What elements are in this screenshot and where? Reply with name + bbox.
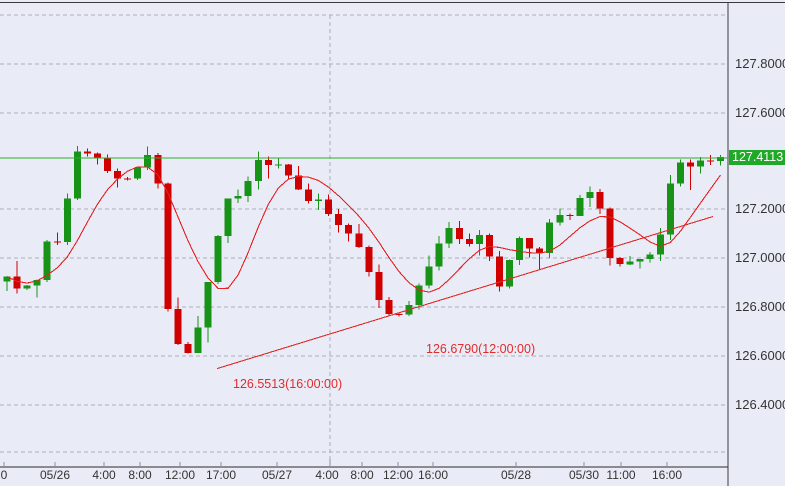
- svg-text:127.6000: 127.6000: [735, 105, 785, 120]
- svg-text:05/26: 05/26: [40, 468, 70, 482]
- svg-text:16:00: 16:00: [418, 468, 448, 482]
- svg-text:4:00: 4:00: [315, 468, 339, 482]
- svg-text:8:00: 8:00: [128, 468, 152, 482]
- svg-text:05/27: 05/27: [262, 468, 292, 482]
- svg-text:12:00: 12:00: [165, 468, 195, 482]
- svg-text:05/28: 05/28: [501, 468, 531, 482]
- svg-text:127.8000: 127.8000: [735, 56, 785, 71]
- svg-text:126.8000: 126.8000: [735, 299, 785, 314]
- svg-text:126.6000: 126.6000: [735, 348, 785, 363]
- svg-text:0: 0: [1, 468, 8, 482]
- svg-text:127.0000: 127.0000: [735, 250, 785, 265]
- svg-text:4:00: 4:00: [92, 468, 116, 482]
- svg-text:11:00: 11:00: [606, 468, 635, 482]
- svg-text:8:00: 8:00: [350, 468, 374, 482]
- svg-text:126.4000: 126.4000: [735, 397, 785, 412]
- svg-text:127.2000: 127.2000: [735, 201, 785, 216]
- svg-text:05/30: 05/30: [569, 468, 599, 482]
- svg-text:126.6790(12:00:00): 126.6790(12:00:00): [426, 342, 535, 356]
- svg-text:12:00: 12:00: [383, 468, 413, 482]
- svg-text:16:00: 16:00: [652, 468, 682, 482]
- svg-text:17:00: 17:00: [206, 468, 236, 482]
- svg-text:127.4113: 127.4113: [732, 150, 783, 164]
- svg-text:126.5513(16:00:00): 126.5513(16:00:00): [233, 377, 342, 391]
